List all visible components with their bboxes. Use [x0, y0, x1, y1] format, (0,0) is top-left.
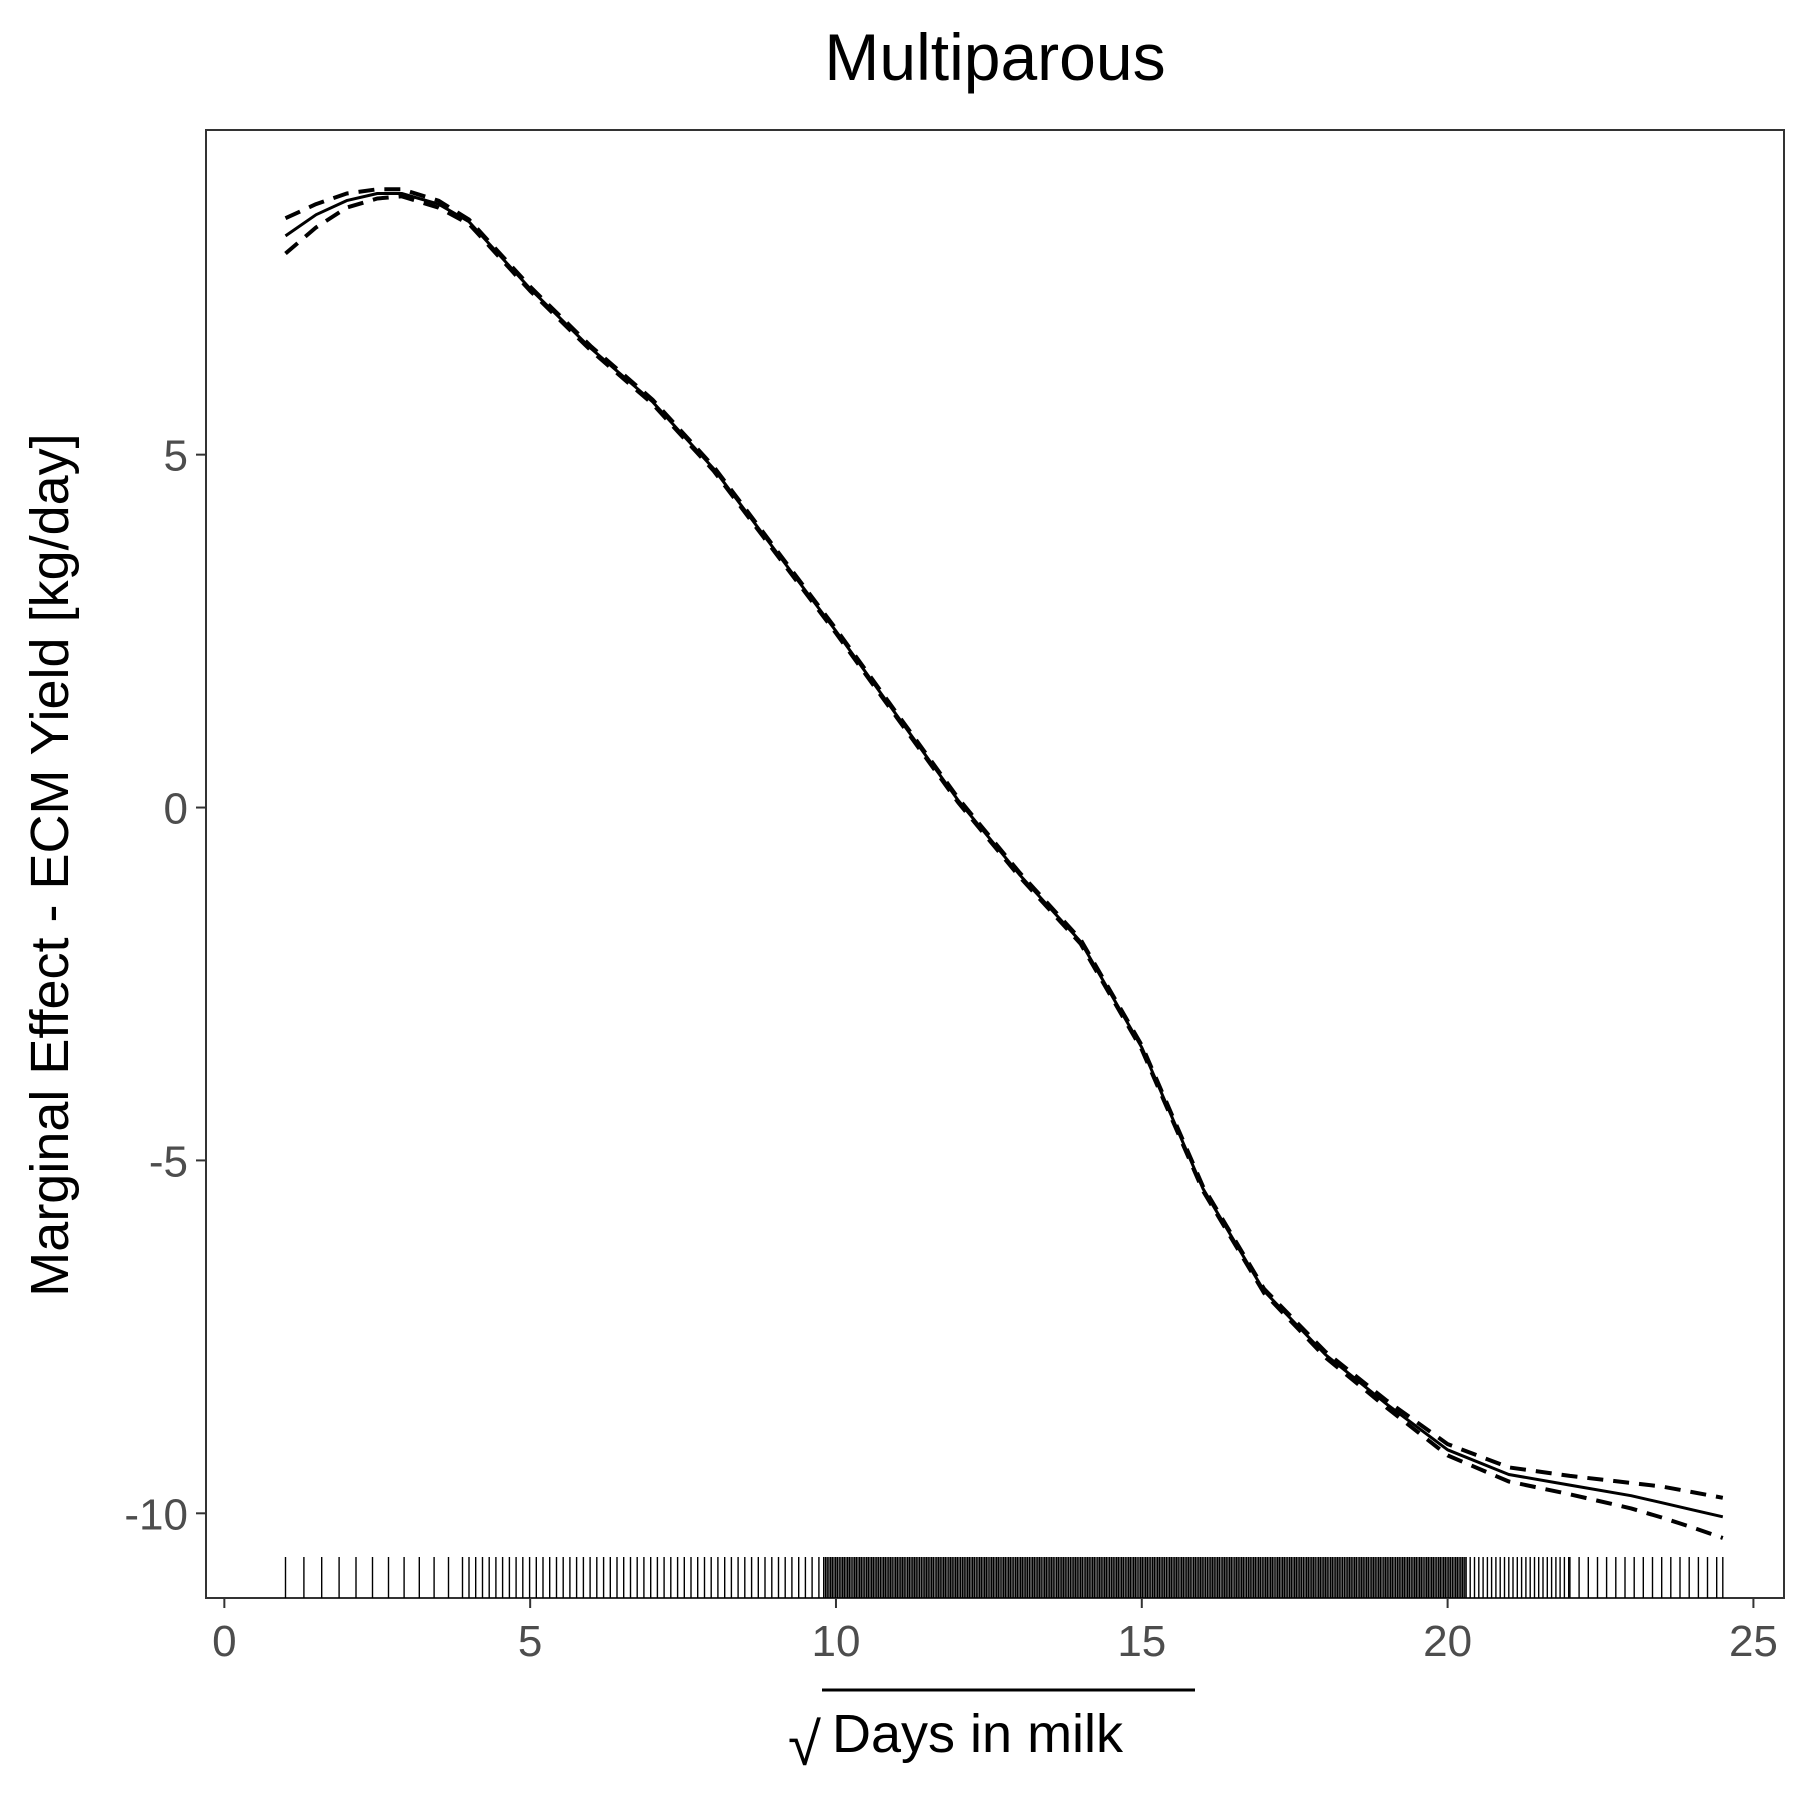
chart-title: Multiparous	[824, 20, 1165, 94]
x-axis-title-radical: √	[788, 1711, 821, 1778]
x-tick-label: 15	[1117, 1617, 1166, 1666]
y-axis: -10 -5 0 5	[124, 432, 206, 1539]
x-axis-title-text: Days in milk	[832, 1704, 1124, 1764]
x-tick-label: 5	[518, 1617, 542, 1666]
x-tick-label: 25	[1729, 1617, 1778, 1666]
plot-area	[205, 129, 1785, 1599]
y-tick-label: 0	[164, 785, 188, 834]
y-axis-title: Marginal Effect - ECM Yield [kg/day]	[20, 433, 80, 1296]
y-tick-label: -10	[124, 1490, 188, 1539]
x-tick-label: 20	[1423, 1617, 1472, 1666]
y-tick-label: -5	[149, 1137, 188, 1186]
series-group	[284, 187, 1724, 1540]
x-axis-title: √ Days in milk	[788, 1688, 1195, 1778]
x-tick-label: 0	[212, 1617, 236, 1666]
x-tick-label: 10	[812, 1617, 861, 1666]
series-line-3-dashed	[284, 194, 1724, 1540]
y-tick-label: 5	[164, 432, 188, 481]
series-line-2-dashed	[284, 187, 1724, 1500]
plot-panel-border	[205, 129, 1785, 1599]
rug	[284, 1557, 1724, 1598]
x-axis: 0 5 10 15 20 25	[212, 1598, 1778, 1666]
